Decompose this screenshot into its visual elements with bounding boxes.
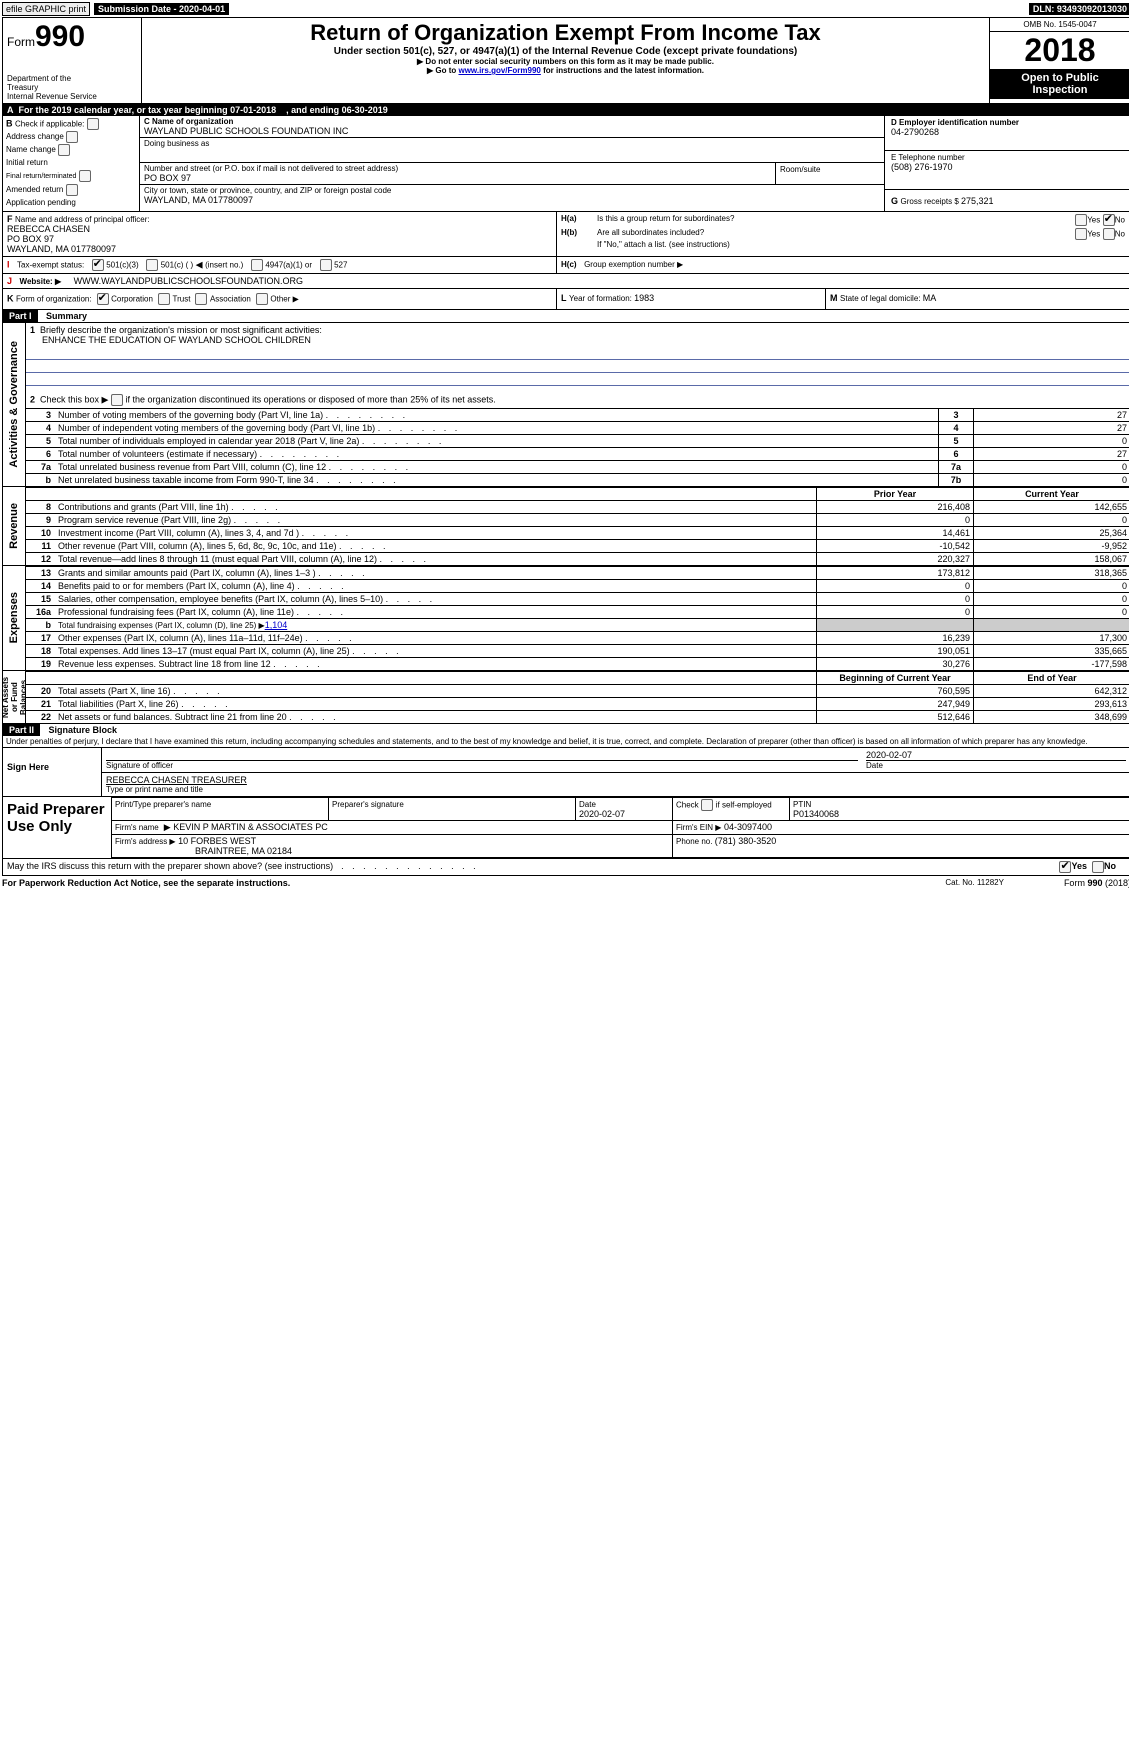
section-j: J Website: ▶ WWW.WAYLANDPUBLICSCHOOLSFOU…	[3, 274, 1129, 289]
summary-table-top: 3 Number of voting members of the govern…	[26, 408, 1129, 486]
section-b-g: B Check if applicable: Address change Na…	[3, 116, 1129, 212]
ruled-line	[26, 347, 1129, 360]
preparer-table: Print/Type preparer's name Preparer's si…	[111, 797, 1129, 858]
section-f-h: F Name and address of principal officer:…	[3, 212, 1129, 257]
fundraising-link[interactable]: 1,104	[265, 620, 288, 630]
ein: 04-2790268	[891, 127, 1124, 137]
box-hc: H(c) Group exemption number ▶	[557, 257, 1129, 273]
table-row: 22 Net assets or fund balances. Subtract…	[26, 711, 1129, 724]
signer-name: REBECCA CHASEN TREASURER	[106, 775, 1126, 785]
table-row: 12 Total revenue—add lines 8 through 11 …	[26, 553, 1129, 566]
form-title: Return of Organization Exempt From Incom…	[144, 20, 987, 46]
line-a: A For the 2019 calendar year, or tax yea…	[3, 104, 1129, 116]
table-row: 6 Total number of volunteers (estimate i…	[26, 448, 1129, 461]
dept-treasury: Department of the Treasury Internal Reve…	[7, 74, 137, 101]
table-row: 21 Total liabilities (Part X, line 26) .…	[26, 698, 1129, 711]
omb: OMB No. 1545-0047	[990, 18, 1129, 32]
netassets-section: Net Assets or Fund Balances Beginning of…	[3, 670, 1129, 724]
submission-date: Submission Date - 2020-04-01	[94, 3, 229, 15]
box-k: K Form of organization: Corporation Trus…	[3, 289, 557, 309]
form-container: Form990 Department of the Treasury Inter…	[2, 17, 1129, 876]
website: WWW.WAYLANDPUBLICSCHOOLSFOUNDATION.ORG	[74, 276, 303, 286]
revenue-table: Prior YearCurrent Year	[26, 487, 1129, 500]
form-header: Form990 Department of the Treasury Inter…	[3, 18, 1129, 104]
org-city: WAYLAND, MA 017780097	[144, 195, 880, 205]
q1: 1 Briefly describe the organization's mi…	[26, 323, 1129, 347]
part1-bar: Part I Summary	[3, 310, 1129, 323]
box-i-inline: H(a) Is this a group return for subordin…	[557, 212, 1129, 256]
table-row: 16a Professional fundraising fees (Part …	[26, 606, 1129, 619]
table-row: 10 Investment income (Part VIII, column …	[26, 527, 1129, 540]
table-row: 19 Revenue less expenses. Subtract line …	[26, 658, 1129, 671]
form990-link[interactable]: www.irs.gov/Form990	[458, 66, 540, 75]
box-b-items: Address change Name change Initial retur…	[6, 130, 136, 209]
table-row: 4 Number of independent voting members o…	[26, 422, 1129, 435]
box-f: F Name and address of principal officer:…	[3, 212, 557, 256]
form-number: Form990	[7, 20, 137, 54]
mission: ENHANCE THE EDUCATION OF WAYLAND SCHOOL …	[30, 335, 311, 345]
part2-bar: Part II Signature Block	[3, 724, 1129, 736]
box-m: M State of legal domicile: MA	[826, 289, 1129, 309]
box-b: B Check if applicable: Address change Na…	[3, 116, 140, 211]
sign-here: Sign Here Signature of officer 2020-02-0…	[3, 747, 1129, 797]
org-street: PO BOX 97	[144, 173, 771, 183]
box-deg: D Employer identification number 04-2790…	[885, 116, 1129, 211]
top-bar: efile GRAPHIC print Submission Date - 20…	[2, 2, 1129, 16]
expenses-section: Expenses 13 Grants and similar amounts p…	[3, 565, 1129, 670]
checkbox[interactable]	[87, 118, 99, 130]
link-note: ▶ Go to www.irs.gov/Form990 for instruct…	[144, 66, 987, 75]
tax-year: 2018	[990, 32, 1129, 69]
table-row: 5 Total number of individuals employed i…	[26, 435, 1129, 448]
discuss-row: May the IRS discuss this return with the…	[3, 859, 1129, 875]
dln: DLN: 93493092013030	[1029, 3, 1129, 15]
paid-preparer: Paid Preparer Use Only Print/Type prepar…	[3, 797, 1129, 859]
section-i: I Tax-exempt status: 501(c)(3) 501(c) ( …	[3, 257, 1129, 274]
part1-body: Activities & Governance 1 Briefly descri…	[3, 323, 1129, 486]
gross-receipts: 275,321	[961, 196, 994, 206]
org-name: WAYLAND PUBLIC SCHOOLS FOUNDATION INC	[144, 126, 880, 136]
revenue-section: Revenue Prior YearCurrent Year 8 Contrib…	[3, 486, 1129, 565]
vlabel-act-gov: Activities & Governance	[3, 323, 26, 486]
table-row: 15 Salaries, other compensation, employe…	[26, 593, 1129, 606]
line-16b: b Total fundraising expenses (Part IX, c…	[26, 618, 1129, 631]
form-subtitle: Under section 501(c), 527, or 4947(a)(1)…	[144, 46, 987, 57]
phone: (508) 276-1970	[891, 162, 1124, 172]
table-row: 17 Other expenses (Part IX, column (A), …	[26, 632, 1129, 645]
ssn-note: Do not enter social security numbers on …	[144, 57, 987, 66]
table-row: 11 Other revenue (Part VIII, column (A),…	[26, 540, 1129, 553]
table-row: 18 Total expenses. Add lines 13–17 (must…	[26, 645, 1129, 658]
box-c: C Name of organization WAYLAND PUBLIC SC…	[140, 116, 885, 211]
efile-label: efile GRAPHIC print	[2, 2, 90, 16]
table-row: 14 Benefits paid to or for members (Part…	[26, 580, 1129, 593]
box-l: L Year of formation: 1983	[557, 289, 826, 309]
table-row: 7a Total unrelated business revenue from…	[26, 461, 1129, 474]
table-row: 20 Total assets (Part X, line 16) . . . …	[26, 685, 1129, 698]
open-inspection: Open to Public Inspection	[990, 69, 1129, 99]
table-row: 3 Number of voting members of the govern…	[26, 409, 1129, 422]
footer: For Paperwork Reduction Act Notice, see …	[2, 876, 1129, 890]
q2: 2 Check this box ▶ if the organization d…	[26, 392, 1129, 408]
table-row: 9 Program service revenue (Part VIII, li…	[26, 514, 1129, 527]
declaration: Under penalties of perjury, I declare th…	[3, 736, 1129, 747]
table-row: 13 Grants and similar amounts paid (Part…	[26, 567, 1129, 580]
table-row: b Net unrelated business taxable income …	[26, 474, 1129, 487]
table-row: 8 Contributions and grants (Part VIII, l…	[26, 501, 1129, 514]
box-i: I Tax-exempt status: 501(c)(3) 501(c) ( …	[3, 257, 557, 273]
section-klm: K Form of organization: Corporation Trus…	[3, 289, 1129, 310]
